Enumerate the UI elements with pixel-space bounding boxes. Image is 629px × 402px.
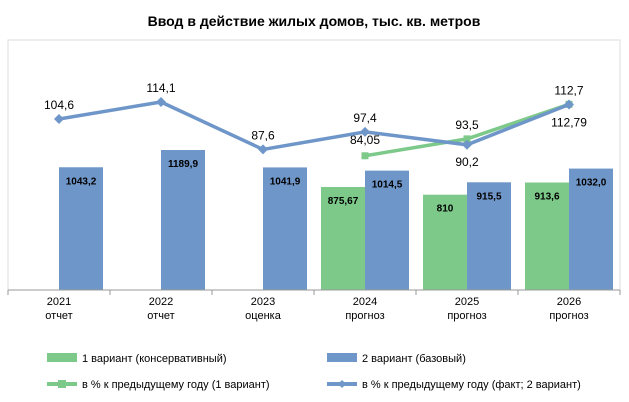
line-label: 112,7 [554,84,583,98]
bar-label: 810 [437,204,454,215]
line-marker [462,139,472,150]
legend-label: в % к предыдущему году (1 вариант) [82,379,270,391]
bar-label: 915,5 [476,191,501,202]
legend-swatch [327,353,357,362]
line-marker [463,135,471,143]
legend-swatch [47,353,77,362]
bar [467,182,511,290]
x-tick-sublabel: прогноз [345,310,384,322]
line-marker [360,126,370,137]
legend-marker [338,380,346,388]
bar-label: 875,67 [328,196,359,207]
x-tick-label: 2023 [251,296,275,308]
line-label: 112,79 [551,115,587,129]
bar [525,182,569,290]
bar-label: 1014,5 [372,180,403,191]
bar [161,150,205,290]
x-tick-sublabel: отчет [147,310,174,322]
x-tick-sublabel: оценка [245,310,282,322]
line-label: 90,2 [455,155,479,169]
x-tick-label: 2022 [149,296,173,308]
line-marker [54,114,64,124]
bar-label: 1043,2 [66,176,97,187]
x-tick-label: 2025 [455,296,479,308]
line-label: 104,6 [44,98,74,112]
bar [263,167,307,290]
bar [423,194,467,290]
legend-label: в % к предыдущему году (факт; 2 вариант) [362,379,581,391]
x-tick-sublabel: прогноз [447,310,486,322]
bar-label: 1032,0 [576,178,607,189]
line-label: 97,4 [353,111,377,125]
x-tick-label: 2021 [47,296,71,308]
legend-label: 2 вариант (базовый) [362,353,466,365]
bar [365,170,409,290]
bar-label: 913,6 [534,192,559,203]
line-marker [258,144,268,155]
bar [59,167,103,290]
legend-label: 1 вариант (консервативный) [82,353,227,365]
chart-title: Ввод в действие жилых домов, тыс. кв. ме… [148,13,481,29]
line-marker [361,152,369,160]
x-tick-sublabel: прогноз [549,310,588,322]
line-label: 93,5 [455,118,479,132]
bar [321,186,365,290]
series-line [58,100,570,152]
bar-label: 1189,9 [168,159,198,170]
legend-marker [58,380,66,388]
line-label: 84,05 [350,133,380,147]
line-marker [156,96,166,107]
bar-label: 1041,9 [270,176,301,187]
line-label: 87,6 [251,128,275,142]
x-tick-sublabel: отчет [45,310,72,322]
line-label: 114,1 [146,81,175,95]
line-marker [564,99,574,110]
x-tick-label: 2026 [557,296,581,308]
bar [569,168,613,290]
x-tick-label: 2024 [353,296,377,308]
